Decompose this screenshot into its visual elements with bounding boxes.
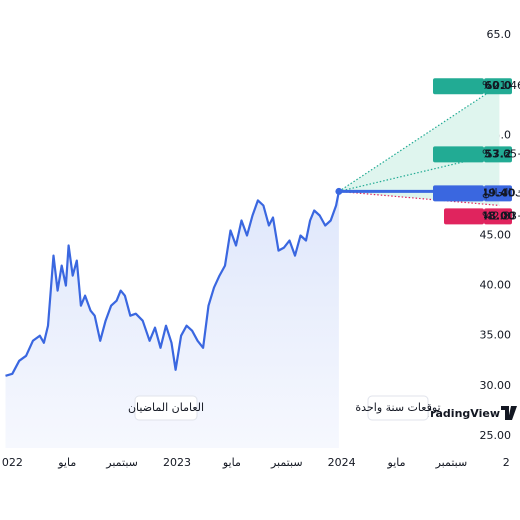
label-box <box>484 78 512 95</box>
x-tick-label: مايو <box>57 456 76 469</box>
value-label: 53.2 <box>484 147 511 160</box>
label-box <box>433 78 484 95</box>
forecast-line <box>338 84 500 192</box>
x-tick-label: 2024 <box>328 456 356 469</box>
y-tick-label: 40.00 <box>480 279 512 292</box>
forecast-label: أدنى −2.83% <box>482 208 520 222</box>
y-tick-label: 45.00 <box>480 229 512 242</box>
x-tick-label: سبتمبر <box>270 456 303 469</box>
value-label: 60.0 <box>484 79 511 92</box>
area <box>5 191 339 448</box>
y-tick-label: 25.00 <box>480 429 512 442</box>
logo-mark <box>501 406 517 420</box>
x-tick-label: سبتمبر <box>435 456 468 469</box>
label-box <box>484 185 512 202</box>
forecast-line <box>338 190 500 207</box>
value-label: 48.00 <box>481 209 516 222</box>
x-tick-label: 2 <box>503 456 510 469</box>
forecast-label: أقصى +21.46% <box>482 78 520 92</box>
x-tick-label: مايو <box>387 456 406 469</box>
y-tick-label: 35.00 <box>480 329 512 342</box>
logo: TradingView <box>424 406 517 420</box>
button-label[interactable]: العامان الماضيان <box>128 401 204 414</box>
value-label: 49.40 <box>481 186 516 199</box>
y-tick-label: 30.00 <box>480 379 512 392</box>
label-box <box>433 146 484 163</box>
x-tick-label: 2023 <box>163 456 191 469</box>
y-tick-label: 65.0 <box>487 28 512 41</box>
forecast-label: متوسط +7.65% <box>482 147 520 160</box>
label-box <box>484 208 512 225</box>
forecast-label: الاشتراك الحالي <box>482 186 520 199</box>
x-tick-label: 022 <box>2 456 23 469</box>
price-line <box>5 191 340 377</box>
button[interactable] <box>134 395 198 421</box>
label-box <box>433 185 484 202</box>
label-box <box>444 208 484 225</box>
label-box <box>484 146 512 163</box>
x-tick-label: سبتمبر <box>105 456 138 469</box>
button-label[interactable]: توقعات سنة واحدة <box>355 401 440 414</box>
current-dot <box>335 187 343 195</box>
x-tick-label: مايو <box>222 456 241 469</box>
button[interactable] <box>367 395 429 421</box>
forecast-cone <box>338 85 500 206</box>
logo-text: TradingView <box>424 407 500 420</box>
